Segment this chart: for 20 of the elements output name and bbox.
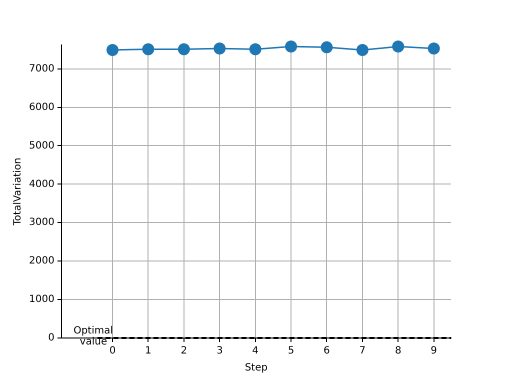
y-axis-title: TotalVariation [12,158,24,226]
y-tick-label: 7000 [28,63,54,74]
y-tick-label: 2000 [28,256,54,267]
x-tick-label: 5 [288,346,294,357]
y-tick-label: 6000 [28,102,54,113]
x-tick-label: 7 [359,346,366,357]
y-tick-label: 3000 [28,217,54,228]
x-tick-label: 3 [216,346,223,357]
x-tick-label: 6 [324,346,330,357]
x-tick-label: 9 [430,346,438,357]
y-tick-label: 4000 [28,178,54,190]
y-tick-label: 0 [48,332,54,344]
x-tick-label: 1 [145,346,152,357]
y-tick-label: 5000 [28,140,54,152]
x-axis-title: Step [244,362,268,374]
x-tick-label: 0 [109,346,116,357]
x-tick-label: 2 [180,346,188,357]
x-tick-label: 8 [394,346,402,357]
x-tick-label: 4 [252,346,259,357]
y-tick-label: 1000 [28,294,54,306]
